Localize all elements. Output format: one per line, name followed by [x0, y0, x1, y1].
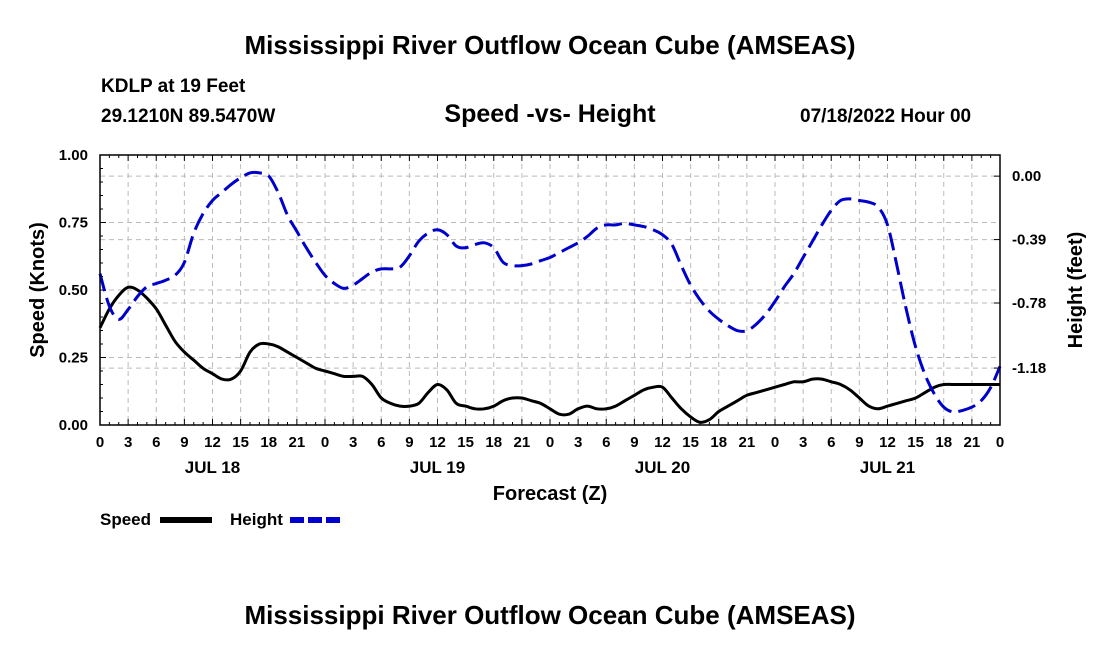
x-tick-label: 12 [654, 434, 671, 451]
x-tick-label: 0 [321, 434, 329, 451]
x-tick-label: 3 [574, 434, 582, 451]
x-tick-label: 15 [682, 434, 699, 451]
x-tick-label: 0 [96, 434, 104, 451]
x-tick-label: 6 [827, 434, 835, 451]
series-line-speed [98, 285, 1000, 424]
x-tick-label: 15 [907, 434, 924, 451]
forecast-datetime: 07/18/2022 Hour 00 [800, 106, 972, 127]
x-tick-label: 9 [180, 434, 188, 451]
y2-tick-label: -0.78 [1012, 295, 1046, 312]
ticks: 0 3 6 9 12 15 18 21 0 3 6 9 12 15 18 21 0 3 6 9 12 15 18 21 0 3 6 9… [59, 147, 1046, 477]
x-tick-label: 12 [204, 434, 221, 451]
x-tick-label: 15 [232, 434, 249, 451]
series-line-height [98, 170, 1002, 414]
x-tick-label: 21 [289, 434, 306, 451]
x-tick-label: 12 [879, 434, 896, 451]
x-tick-label: 15 [457, 434, 474, 451]
x-tick-label: 9 [405, 434, 413, 451]
station-coordinates: 29.1210N 89.5470W [101, 106, 276, 127]
x-tick-label: 0 [771, 434, 779, 451]
grid [100, 155, 1000, 425]
x-tick-label: 18 [485, 434, 502, 451]
chart-subtitle: Speed -vs- Height [444, 100, 656, 128]
x-tick-label: 3 [799, 434, 807, 451]
x-tick-label: 6 [152, 434, 160, 451]
x-tick-label: 9 [630, 434, 638, 451]
x-tick-label: 9 [855, 434, 863, 451]
plot-frame [99, 154, 1001, 426]
legend-speed-label: Speed [100, 510, 151, 529]
station-label: KDLP at 19 Feet [101, 76, 246, 97]
x-tick-label: 18 [935, 434, 952, 451]
y2-tick-label: -1.18 [1012, 360, 1046, 377]
legend-height-label: Height [230, 510, 283, 529]
series-lines [98, 170, 1002, 424]
chart-title: Mississippi River Outflow Ocean Cube (AM… [244, 30, 856, 60]
x-tick-label: 0 [546, 434, 554, 451]
legend: Speed Height [100, 510, 342, 529]
day-label: JUL 20 [635, 458, 690, 477]
x-tick-label: 21 [964, 434, 981, 451]
y2-axis-title: Height (feet) [1065, 232, 1087, 349]
y2-tick-label: -0.39 [1012, 232, 1046, 249]
y-tick-label: 0.50 [59, 282, 88, 299]
y-axis-title: Speed (Knots) [27, 222, 49, 358]
x-tick-label: 6 [377, 434, 385, 451]
x-tick-label: 3 [349, 434, 357, 451]
day-label: JUL 18 [185, 458, 240, 477]
footer-title: Mississippi River Outflow Ocean Cube (AM… [244, 600, 856, 630]
x-tick-label: 0 [996, 434, 1004, 451]
x-tick-label: 6 [602, 434, 610, 451]
y-tick-label: 1.00 [59, 147, 88, 164]
x-tick-label: 3 [124, 434, 132, 451]
x-tick-label: 18 [710, 434, 727, 451]
y-tick-label: 0.00 [59, 417, 88, 434]
day-label: JUL 21 [860, 458, 915, 477]
y-tick-label: 0.25 [59, 350, 88, 367]
day-label: JUL 19 [410, 458, 465, 477]
x-tick-label: 18 [260, 434, 277, 451]
x-axis-title: Forecast (Z) [493, 483, 607, 505]
y-tick-label: 0.75 [59, 215, 88, 232]
x-tick-label: 12 [429, 434, 446, 451]
x-tick-label: 21 [739, 434, 756, 451]
x-tick-label: 21 [514, 434, 531, 451]
y2-tick-label: 0.00 [1012, 168, 1041, 185]
